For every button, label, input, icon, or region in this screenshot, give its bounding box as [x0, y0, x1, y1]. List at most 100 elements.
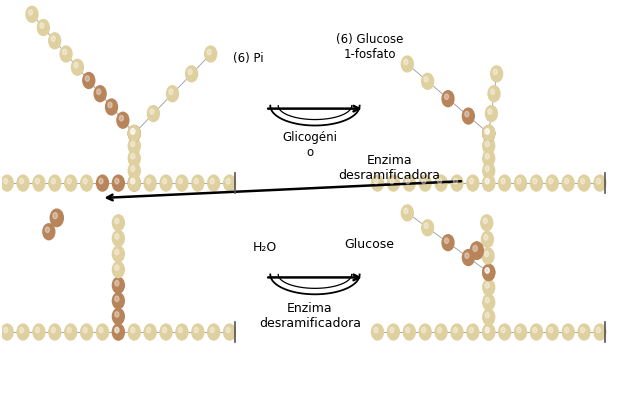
Ellipse shape — [176, 324, 188, 340]
Ellipse shape — [19, 327, 23, 333]
Ellipse shape — [405, 327, 410, 333]
Ellipse shape — [387, 175, 399, 191]
Ellipse shape — [483, 279, 494, 295]
Ellipse shape — [485, 154, 489, 159]
Ellipse shape — [210, 178, 214, 184]
Ellipse shape — [485, 166, 489, 171]
Ellipse shape — [485, 178, 489, 184]
Ellipse shape — [65, 175, 77, 191]
Ellipse shape — [106, 99, 117, 115]
Ellipse shape — [112, 175, 124, 191]
Ellipse shape — [19, 178, 23, 184]
Ellipse shape — [1, 324, 13, 340]
Ellipse shape — [224, 175, 235, 191]
Ellipse shape — [130, 129, 135, 134]
Ellipse shape — [144, 324, 156, 340]
Ellipse shape — [115, 178, 119, 184]
Ellipse shape — [208, 324, 219, 340]
Ellipse shape — [67, 178, 71, 184]
Ellipse shape — [49, 175, 61, 191]
Ellipse shape — [224, 324, 235, 340]
Ellipse shape — [94, 86, 106, 102]
Ellipse shape — [421, 327, 426, 333]
Ellipse shape — [33, 175, 45, 191]
Ellipse shape — [546, 324, 558, 340]
Ellipse shape — [483, 125, 494, 141]
Text: (6) Pi: (6) Pi — [233, 53, 264, 66]
Ellipse shape — [115, 249, 119, 255]
Ellipse shape — [488, 86, 500, 102]
Ellipse shape — [580, 178, 585, 184]
Ellipse shape — [129, 175, 140, 191]
Ellipse shape — [17, 175, 29, 191]
Ellipse shape — [129, 125, 140, 141]
Ellipse shape — [130, 327, 135, 333]
Ellipse shape — [17, 324, 29, 340]
Ellipse shape — [130, 129, 135, 134]
Ellipse shape — [485, 129, 489, 134]
Ellipse shape — [483, 151, 494, 166]
Ellipse shape — [596, 327, 601, 333]
Ellipse shape — [179, 327, 182, 333]
Ellipse shape — [115, 265, 119, 270]
Ellipse shape — [485, 129, 489, 134]
Ellipse shape — [112, 246, 124, 262]
Ellipse shape — [424, 77, 428, 82]
Text: H₂O: H₂O — [253, 241, 277, 254]
Ellipse shape — [485, 327, 489, 333]
Ellipse shape — [485, 298, 489, 303]
Ellipse shape — [485, 178, 489, 184]
Ellipse shape — [533, 327, 537, 333]
Ellipse shape — [163, 178, 167, 184]
Ellipse shape — [179, 178, 182, 184]
Ellipse shape — [562, 324, 574, 340]
Text: Enzima
desramificadora: Enzima desramificadora — [339, 154, 441, 182]
Ellipse shape — [438, 327, 442, 333]
Ellipse shape — [185, 66, 198, 82]
Ellipse shape — [80, 175, 93, 191]
Ellipse shape — [49, 324, 61, 340]
Ellipse shape — [96, 89, 101, 95]
Ellipse shape — [485, 312, 489, 318]
Ellipse shape — [163, 327, 167, 333]
Ellipse shape — [404, 208, 408, 214]
Ellipse shape — [129, 125, 140, 141]
Ellipse shape — [421, 178, 426, 184]
Ellipse shape — [115, 281, 119, 286]
Ellipse shape — [483, 324, 494, 340]
Ellipse shape — [43, 224, 55, 240]
Ellipse shape — [404, 175, 415, 191]
Ellipse shape — [148, 106, 159, 121]
Ellipse shape — [50, 209, 64, 227]
Ellipse shape — [442, 91, 454, 107]
Ellipse shape — [1, 175, 13, 191]
Ellipse shape — [83, 73, 95, 88]
Ellipse shape — [371, 324, 384, 340]
Ellipse shape — [37, 20, 49, 35]
Ellipse shape — [488, 109, 492, 114]
Ellipse shape — [192, 324, 204, 340]
Ellipse shape — [485, 268, 489, 273]
Ellipse shape — [205, 46, 217, 62]
Ellipse shape — [374, 327, 378, 333]
Ellipse shape — [112, 293, 124, 309]
Ellipse shape — [421, 220, 434, 236]
Ellipse shape — [130, 178, 135, 184]
Ellipse shape — [112, 277, 124, 293]
Ellipse shape — [129, 151, 140, 166]
Ellipse shape — [207, 49, 211, 55]
Ellipse shape — [499, 175, 510, 191]
Ellipse shape — [226, 327, 230, 333]
Ellipse shape — [454, 327, 457, 333]
Ellipse shape — [51, 36, 55, 42]
Ellipse shape — [146, 327, 151, 333]
Ellipse shape — [35, 178, 40, 184]
Ellipse shape — [112, 262, 124, 277]
Ellipse shape — [483, 264, 494, 280]
Ellipse shape — [481, 215, 493, 231]
Ellipse shape — [115, 296, 119, 301]
Ellipse shape — [80, 324, 93, 340]
Ellipse shape — [501, 327, 505, 333]
Ellipse shape — [51, 327, 56, 333]
Ellipse shape — [499, 324, 510, 340]
